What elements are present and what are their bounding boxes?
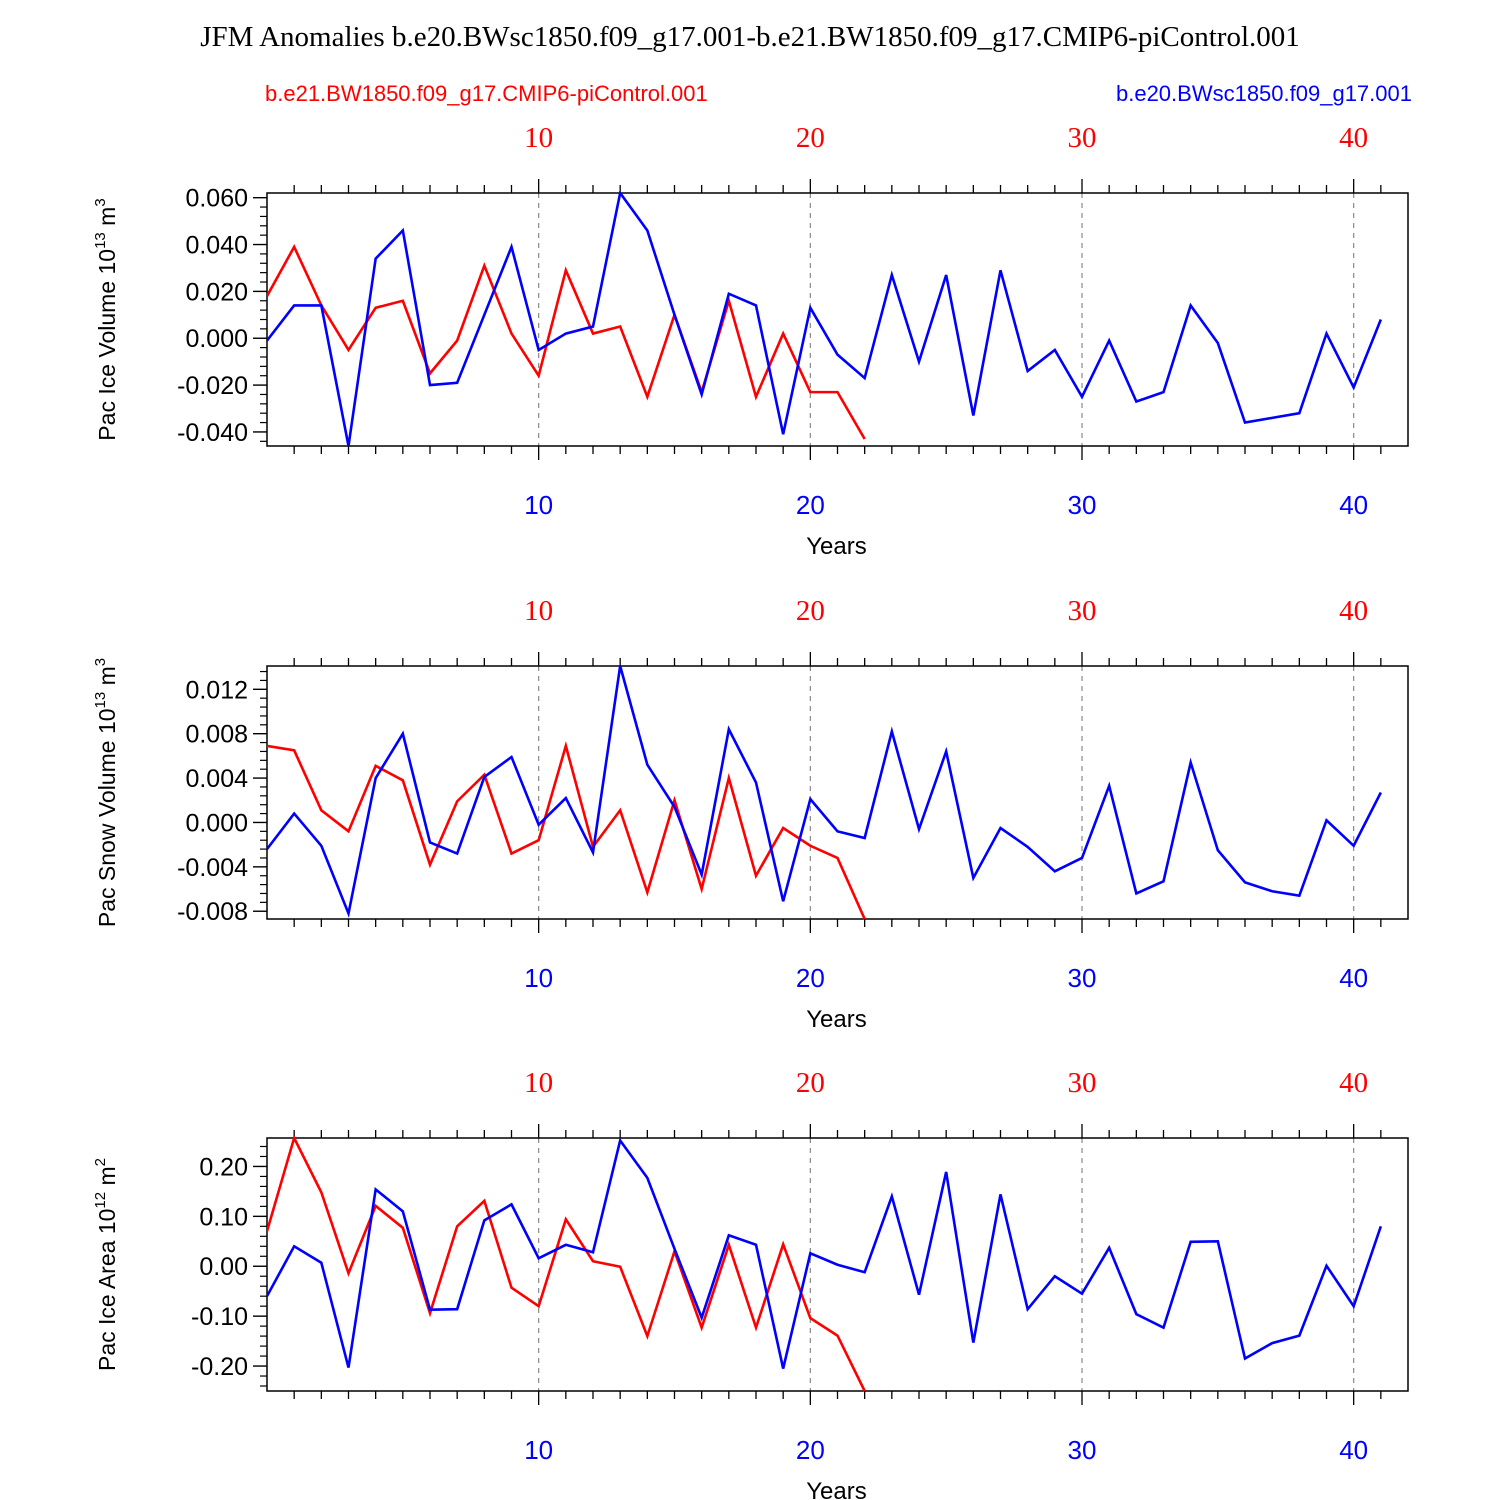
y-axis-label: Pac Ice Area 1012 m2 — [92, 1158, 120, 1371]
bottom-x-tick-label: 40 — [1339, 490, 1368, 520]
series-line-blue — [267, 191, 1383, 447]
top-x-tick-label: 40 — [1339, 1067, 1368, 1099]
y-axis-label-text: Pac Snow Volume 10 — [94, 708, 120, 927]
top-x-tick-label: 20 — [796, 1067, 825, 1099]
top-x-tick-label: 40 — [1339, 595, 1368, 627]
y-axis-label-text: Pac Ice Area 10 — [94, 1209, 120, 1371]
x-axis-label: Years — [806, 1478, 867, 1500]
y-tick-label: 0.012 — [185, 676, 248, 704]
y-axis-label-unit-exponent: 2 — [92, 1158, 109, 1166]
y-tick-label: -0.040 — [177, 419, 248, 447]
panel-snow-volume: 10 10 20 20 30 30 40 40 Years -0.008 -0.004 0.000 0.… — [92, 595, 1409, 1033]
y-tick-label: 0.00 — [199, 1253, 248, 1281]
y-axis-label-exponent: 12 — [92, 1192, 109, 1209]
bottom-x-tick-label: 40 — [1339, 963, 1368, 993]
y-axis-label-exponent: 13 — [92, 692, 109, 709]
bottom-x-tick-label: 30 — [1068, 490, 1097, 520]
top-x-tick-label: 10 — [524, 595, 553, 627]
y-axis-label-unit: m — [94, 1166, 120, 1192]
y-tick-label: 0.004 — [185, 765, 248, 793]
bottom-x-tick-label: 20 — [796, 490, 825, 520]
top-x-tick-label: 10 — [524, 1067, 553, 1099]
top-x-tick-label: 20 — [796, 122, 825, 154]
panel-ice-volume: 10 10 20 20 30 30 40 40 Years -0.040 -0.020 0.000 0.… — [92, 122, 1409, 560]
bottom-x-tick-label: 40 — [1339, 1435, 1368, 1465]
x-axis-label: Years — [806, 1006, 867, 1033]
series-line-red — [267, 1136, 866, 1392]
y-axis-label: Pac Ice Volume 1013 m3 — [92, 198, 120, 440]
top-x-tick-label: 40 — [1339, 122, 1368, 154]
y-axis-label-text: Pac Ice Volume 10 — [94, 249, 120, 441]
y-tick-label: -0.008 — [177, 898, 248, 926]
series-line-red — [267, 741, 866, 920]
legend-red-label: b.e21.BW1850.f09_g17.CMIP6-piControl.001 — [265, 81, 708, 106]
bottom-x-tick-label: 10 — [524, 1435, 553, 1465]
x-axis-label: Years — [806, 533, 867, 560]
y-tick-label: -0.004 — [177, 854, 248, 882]
plot-frame — [266, 665, 1409, 920]
top-x-tick-label: 30 — [1068, 1067, 1097, 1099]
y-tick-label: 0.10 — [199, 1203, 248, 1231]
y-axis-label-unit: m — [94, 666, 120, 692]
panel-ice-area: 10 10 20 20 30 30 40 40 Years -0.20 -0.10 0.00 0.10 0… — [92, 1067, 1409, 1500]
bottom-x-tick-label: 20 — [796, 963, 825, 993]
y-axis-label-exponent: 13 — [92, 232, 109, 249]
plot-frame — [266, 192, 1409, 447]
y-tick-label: 0.008 — [185, 721, 248, 749]
y-axis-label-unit-exponent: 3 — [92, 658, 109, 666]
y-tick-label: -0.10 — [191, 1303, 248, 1331]
y-axis-label-unit-exponent: 3 — [92, 198, 109, 206]
legend-blue-label: b.e20.BWsc1850.f09_g17.001 — [1116, 81, 1412, 106]
y-tick-label: 0.000 — [185, 809, 248, 837]
series-line-blue — [267, 1137, 1383, 1369]
bottom-x-tick-label: 10 — [524, 963, 553, 993]
y-tick-label: 0.020 — [185, 278, 248, 306]
bottom-x-tick-label: 10 — [524, 490, 553, 520]
figure-title: JFM Anomalies b.e20.BWsc1850.f09_g17.001… — [200, 21, 1300, 53]
bottom-x-tick-label: 20 — [796, 1435, 825, 1465]
top-x-tick-label: 30 — [1068, 595, 1097, 627]
top-x-tick-label: 10 — [524, 122, 553, 154]
y-tick-label: 0.000 — [185, 325, 248, 353]
y-tick-label: -0.20 — [191, 1353, 248, 1381]
top-x-tick-label: 30 — [1068, 122, 1097, 154]
series-line-blue — [267, 665, 1382, 918]
series-line-red — [267, 244, 866, 440]
top-x-tick-label: 20 — [796, 595, 825, 627]
bottom-x-tick-label: 30 — [1068, 963, 1097, 993]
y-tick-label: 0.040 — [185, 232, 248, 260]
y-tick-label: -0.020 — [177, 372, 248, 400]
y-tick-label: 0.20 — [199, 1153, 248, 1181]
y-axis-label: Pac Snow Volume 1013 m3 — [92, 658, 120, 927]
bottom-x-tick-label: 30 — [1068, 1435, 1097, 1465]
y-tick-label: 0.060 — [185, 185, 248, 213]
y-axis-label-unit: m — [94, 207, 120, 233]
